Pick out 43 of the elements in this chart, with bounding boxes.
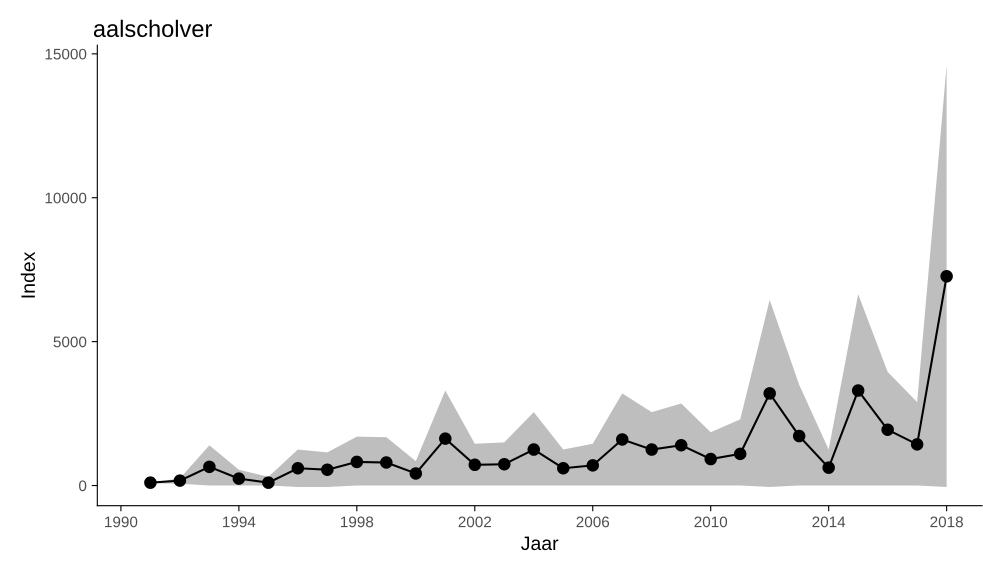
- point: [321, 463, 334, 476]
- point: [792, 430, 806, 442]
- point: [852, 384, 864, 397]
- x-tick-label: 1998: [341, 516, 374, 528]
- point: [410, 467, 422, 480]
- point: [645, 443, 658, 456]
- x-tick-label: 1990: [105, 516, 138, 528]
- y-tick-label: 15000: [46, 48, 86, 60]
- chart-title: aalscholver: [94, 20, 212, 38]
- point: [586, 459, 599, 472]
- point: [910, 438, 924, 451]
- x-axis-title: Jaar: [521, 536, 558, 550]
- point: [174, 474, 186, 487]
- x-tick-label: 2018: [930, 516, 963, 528]
- point: [763, 387, 776, 400]
- point: [262, 476, 275, 489]
- point: [881, 423, 894, 436]
- x-tick-label: 2002: [458, 516, 492, 528]
- point: [704, 452, 717, 466]
- point: [468, 458, 482, 472]
- point: [734, 448, 746, 460]
- point: [439, 432, 452, 445]
- x-tick-label: 2006: [576, 516, 610, 528]
- y-axis-title: Index: [20, 252, 36, 298]
- point: [498, 458, 511, 470]
- point: [822, 461, 835, 474]
- point: [350, 456, 364, 468]
- x-tick-label: 1994: [223, 516, 256, 528]
- point: [203, 460, 216, 474]
- x-tick-label: 2010: [694, 516, 728, 528]
- y-tick-label: 10000: [46, 192, 86, 204]
- point: [232, 472, 246, 485]
- point: [292, 462, 304, 475]
- point: [144, 476, 157, 489]
- point: [557, 462, 570, 475]
- y-tick-label: 5000: [54, 336, 86, 348]
- point: [380, 456, 393, 469]
- y-tick-label: 0: [79, 480, 86, 492]
- point: [528, 443, 540, 456]
- point: [674, 438, 688, 452]
- point: [616, 433, 628, 446]
- point: [940, 270, 953, 283]
- x-tick-label: 2014: [812, 516, 846, 528]
